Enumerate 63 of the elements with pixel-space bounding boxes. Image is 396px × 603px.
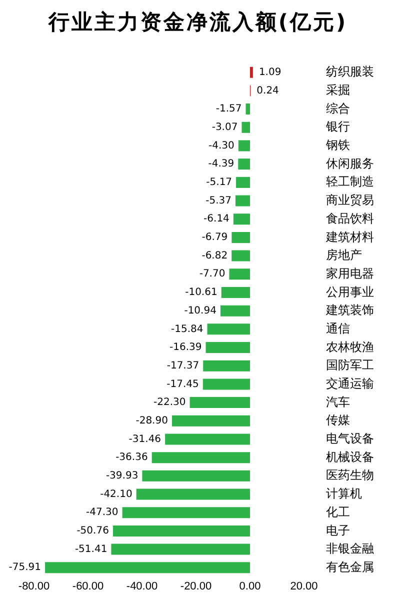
data-label: -7.70 — [199, 268, 226, 280]
y-tick-label: 国防军工 — [326, 358, 374, 372]
y-tick-label: 银行 — [325, 120, 350, 134]
data-label: -6.82 — [202, 250, 228, 262]
data-label: -3.07 — [212, 122, 238, 133]
data-label: -10.61 — [185, 287, 218, 298]
y-tick-label: 房地产 — [326, 248, 362, 262]
y-tick-label: 公用事业 — [326, 284, 374, 299]
y-tick-label: 医药生物 — [326, 468, 374, 482]
data-label: -4.30 — [208, 140, 234, 152]
y-tick-label: 商业贸易 — [326, 193, 374, 208]
y-tick-label: 计算机 — [326, 486, 362, 501]
x-tick-label: -60.00 — [72, 580, 104, 592]
chart-title: 行业主力资金净流入额(亿元) — [47, 9, 349, 36]
y-tick-label: 电子 — [326, 523, 350, 538]
y-tick-label: 化工 — [326, 504, 350, 519]
data-label: -6.79 — [202, 232, 228, 244]
data-label: -6.14 — [204, 214, 230, 225]
data-label: -15.84 — [170, 324, 204, 335]
y-tick-label: 传媒 — [326, 413, 350, 428]
y-tick-label: 有色金属 — [326, 560, 374, 574]
data-label: -16.39 — [169, 342, 202, 354]
y-tick-label: 钢铁 — [325, 138, 350, 152]
y-tick-label: 家用电器 — [326, 266, 374, 280]
data-label: -51.41 — [74, 544, 108, 555]
y-tick-label: 交通运输 — [326, 376, 374, 391]
y-tick-label: 轻工制造 — [326, 174, 374, 189]
data-label: -1.57 — [216, 104, 242, 115]
data-label: -42.10 — [100, 488, 132, 500]
data-label: 0.24 — [256, 85, 279, 96]
data-label: -28.90 — [136, 415, 168, 426]
y-tick-label: 纺织服装 — [326, 64, 374, 79]
data-label: -10.94 — [184, 305, 216, 316]
y-tick-label: 食品饮料 — [326, 211, 374, 226]
y-tick-label: 机械设备 — [326, 450, 374, 464]
x-tick-label: 20.00 — [290, 580, 318, 592]
data-label: -47.30 — [86, 507, 118, 518]
y-tick-label: 综合 — [326, 101, 350, 116]
data-label: -50.76 — [76, 526, 109, 537]
y-tick-label: 农林牧渔 — [326, 340, 374, 354]
data-label: -31.46 — [128, 434, 162, 445]
data-label: -5.37 — [206, 195, 232, 206]
x-tick-label: -80.00 — [18, 580, 50, 592]
x-tick-label: 0.00 — [239, 580, 261, 592]
y-tick-label: 休闲服务 — [326, 156, 374, 170]
y-tick-label: 采掘 — [326, 83, 350, 98]
data-label: -17.37 — [166, 360, 200, 372]
data-label: -39.93 — [106, 470, 138, 482]
x-tick-label: -20.00 — [180, 580, 212, 592]
data-label: -5.17 — [206, 177, 232, 188]
x-tick-label: -40.00 — [126, 580, 158, 592]
y-tick-label: 电气设备 — [326, 432, 374, 446]
y-tick-label: 建筑材料 — [325, 230, 374, 244]
data-label: 1.09 — [258, 66, 282, 78]
y-tick-label: 非银金融 — [326, 542, 374, 556]
y-tick-label: 建筑装饰 — [325, 303, 374, 318]
data-label: -36.36 — [116, 452, 148, 464]
data-label: -22.30 — [154, 397, 186, 408]
data-label: -17.45 — [166, 378, 199, 390]
data-label: -4.39 — [208, 158, 234, 170]
data-label: -75.91 — [8, 562, 42, 574]
y-tick-label: 通信 — [326, 321, 350, 336]
y-tick-label: 汽车 — [326, 394, 350, 409]
